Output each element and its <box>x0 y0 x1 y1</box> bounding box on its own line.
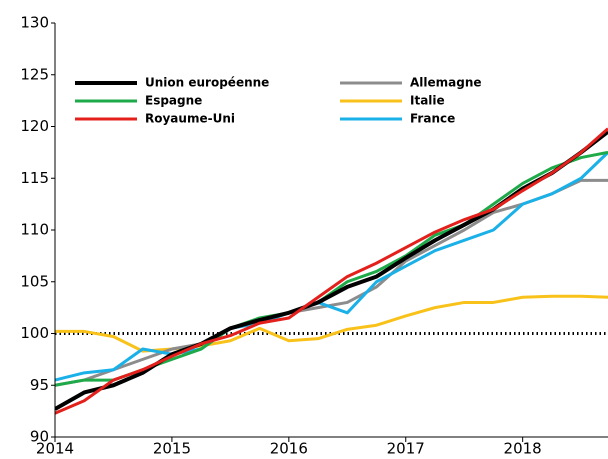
series-line <box>55 178 608 387</box>
y-tick-label: 100 <box>20 324 49 342</box>
plot-area <box>55 127 608 415</box>
legend-label: France <box>410 112 455 126</box>
x-tick-label: 2015 <box>153 440 191 458</box>
series-line <box>55 127 608 415</box>
y-tick-label: 115 <box>20 169 49 187</box>
x-tick-label: 2018 <box>504 440 542 458</box>
x-tick-label: 2016 <box>270 440 308 458</box>
y-tick-label: 125 <box>20 65 49 83</box>
y-tick-label: 120 <box>20 117 49 135</box>
legend-label: Espagne <box>145 94 202 108</box>
x-tick-label: 2014 <box>36 440 74 458</box>
legend-label: Allemagne <box>410 76 482 90</box>
legend-label: Royaume-Uni <box>145 112 235 126</box>
x-tick-label: 2017 <box>387 440 425 458</box>
y-tick-label: 105 <box>20 272 49 290</box>
series-line <box>55 151 608 382</box>
legend-label: Italie <box>410 94 445 108</box>
legend-label: Union européenne <box>145 76 269 90</box>
y-tick-label: 90 <box>30 428 49 446</box>
y-tick-label: 130 <box>20 14 49 32</box>
series-line <box>55 130 608 411</box>
y-tick-label: 95 <box>30 376 49 394</box>
y-tick-label: 110 <box>20 221 49 239</box>
